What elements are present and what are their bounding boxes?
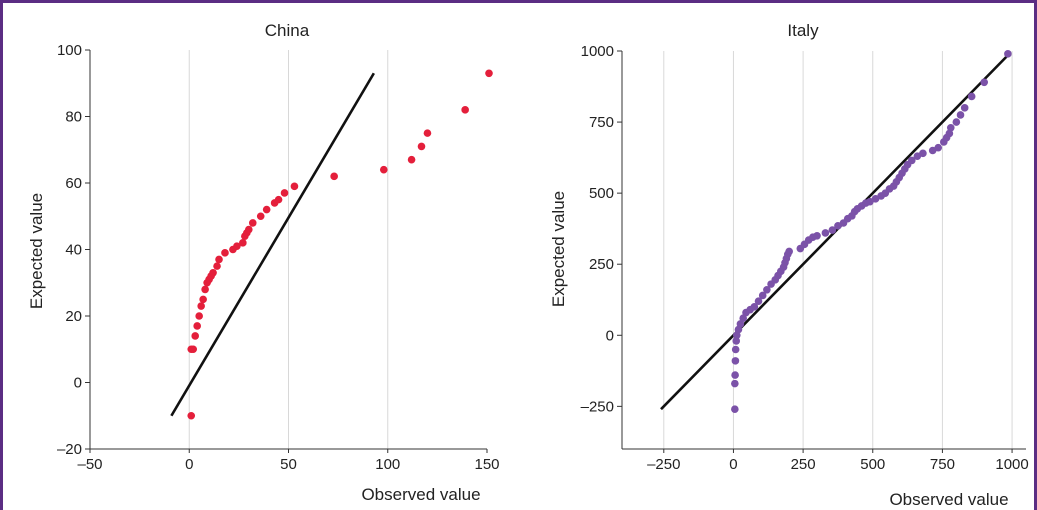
data-point	[197, 302, 205, 310]
data-point	[262, 205, 271, 214]
data-point	[280, 189, 289, 197]
data-point	[763, 286, 771, 294]
data-point	[191, 332, 200, 340]
data-point	[967, 92, 976, 101]
data-point	[731, 379, 739, 388]
x-tick-label: 500	[860, 456, 885, 473]
y-axis-label: Expected value	[549, 191, 568, 307]
china-panel: –20 0 20 40 60 80 100 –50 0 50 100 150 China Observed…	[27, 21, 500, 504]
x-tick-label: 150	[474, 456, 499, 473]
x-tick-label: 250	[791, 456, 816, 473]
y-tick-label: 80	[65, 109, 82, 126]
x-tick-label: 50	[280, 456, 297, 473]
x-axis-label: Observed value	[889, 490, 1008, 509]
y-tick-label: 100	[57, 42, 82, 59]
data-point	[934, 143, 943, 152]
data-point	[739, 314, 747, 323]
x-tick-label: 0	[729, 456, 737, 473]
x-tick-label: 100	[375, 456, 400, 473]
data-point	[330, 172, 338, 181]
y-axis-label: Expected value	[27, 193, 46, 309]
data-point	[736, 320, 745, 328]
data-point	[195, 312, 203, 320]
chart-title: China	[265, 21, 310, 40]
data-point	[731, 357, 740, 365]
data-point	[919, 149, 927, 158]
data-point	[828, 226, 837, 234]
x-tick-label: 1000	[995, 456, 1028, 473]
chart-title: Italy	[787, 21, 819, 40]
data-point	[213, 262, 221, 270]
data-point	[956, 111, 965, 119]
data-point	[754, 297, 763, 305]
data-point	[379, 165, 388, 174]
data-point	[189, 345, 198, 354]
data-point	[758, 291, 767, 300]
x-tick-label: 0	[185, 456, 193, 473]
y-tick-label: 500	[589, 185, 614, 202]
y-tick-label: 250	[589, 256, 614, 273]
y-tick-label: 0	[606, 327, 614, 344]
data-point	[945, 129, 954, 138]
data-point	[952, 118, 961, 126]
chart-canvas: –20 0 20 40 60 80 100 –50 0 50 100 150 China Observed…	[27, 21, 1029, 509]
data-point	[485, 69, 493, 78]
x-tick-label: –250	[647, 456, 680, 473]
y-tick-label: 1000	[581, 43, 614, 60]
data-point	[215, 255, 223, 264]
data-point	[193, 322, 201, 330]
y-tick-label: 750	[589, 114, 614, 131]
x-tick-label: 750	[930, 456, 955, 473]
y-tick-label: –250	[581, 398, 614, 415]
data-point	[785, 247, 793, 256]
data-point	[417, 142, 426, 151]
data-point	[274, 195, 283, 204]
data-point	[290, 182, 299, 191]
data-point	[750, 303, 759, 311]
data-point	[233, 242, 241, 250]
data-point	[1004, 50, 1012, 58]
x-tick-label: –50	[77, 456, 102, 473]
data-point	[813, 231, 821, 240]
y-tick-label: –20	[57, 441, 82, 458]
data-point	[407, 155, 416, 164]
data-point	[248, 219, 257, 227]
y-tick-label: 20	[65, 308, 82, 325]
data-point	[946, 123, 955, 132]
data-point	[187, 411, 196, 420]
y-tick-label: 60	[65, 175, 82, 192]
data-point	[199, 295, 207, 304]
y-tick-label: 40	[65, 242, 82, 259]
data-point	[732, 337, 741, 345]
data-point	[239, 239, 247, 247]
data-point	[221, 249, 229, 257]
data-point	[960, 104, 969, 112]
italy-panel: –250 0 250 500 750 1000 –250 0 250 500 750 1000 Ital…	[549, 21, 1029, 509]
x-axis-label: Observed value	[361, 485, 480, 504]
y-tick-label: 0	[74, 375, 82, 392]
data-point	[731, 371, 739, 379]
reference-line	[170, 72, 375, 417]
data-point	[461, 106, 469, 114]
data-point	[423, 129, 432, 137]
data-point	[821, 229, 830, 237]
data-point	[731, 345, 740, 354]
data-point	[201, 285, 209, 294]
data-point	[245, 225, 253, 234]
data-point	[731, 405, 739, 414]
data-point	[209, 268, 217, 277]
data-point	[980, 78, 989, 87]
data-point	[907, 156, 916, 165]
data-point	[256, 212, 265, 221]
